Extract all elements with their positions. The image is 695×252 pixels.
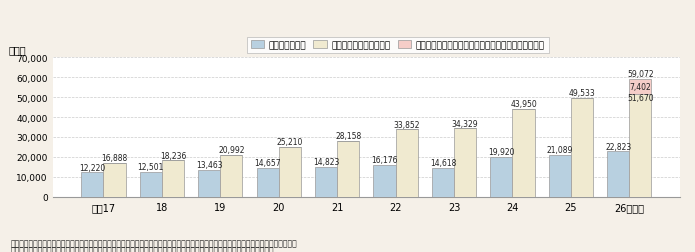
Text: 59,072: 59,072 bbox=[627, 70, 654, 79]
Bar bbox=[607, 152, 629, 197]
Text: 34,329: 34,329 bbox=[452, 119, 478, 128]
Bar bbox=[337, 141, 359, 197]
Text: （件）: （件） bbox=[9, 45, 26, 55]
Bar bbox=[198, 170, 220, 197]
Legend: ストーカー事案, 配偶者からの暴力事案等, うち生活の本拠を共にする交際をする関係に係るもの: ストーカー事案, 配偶者からの暴力事案等, うち生活の本拠を共にする交際をする関… bbox=[247, 38, 548, 54]
Text: 51,670: 51,670 bbox=[627, 94, 654, 103]
Bar bbox=[220, 155, 243, 197]
Bar bbox=[315, 168, 337, 197]
Bar bbox=[395, 130, 418, 197]
Text: 22,823: 22,823 bbox=[605, 142, 631, 151]
Bar bbox=[140, 172, 162, 197]
Bar bbox=[629, 80, 651, 94]
Text: 28,158: 28,158 bbox=[335, 131, 361, 140]
Text: 14,657: 14,657 bbox=[254, 158, 281, 167]
Text: 13,463: 13,463 bbox=[196, 161, 222, 170]
Text: 14,618: 14,618 bbox=[430, 158, 456, 167]
Text: 49,533: 49,533 bbox=[569, 89, 596, 98]
Text: 12,501: 12,501 bbox=[138, 163, 164, 171]
Bar bbox=[629, 94, 651, 197]
Bar bbox=[548, 155, 571, 197]
Text: 18,236: 18,236 bbox=[160, 151, 186, 160]
Text: 注：ストーカー事案には、執拗なつきまといや無言電話等のうち、ストーカー規制法やその他の刑罰法令に抵触しないものも含む。配偶者: 注：ストーカー事案には、執拗なつきまといや無言電話等のうち、ストーカー規制法やそ… bbox=[10, 238, 297, 247]
Text: 16,888: 16,888 bbox=[101, 154, 128, 163]
Bar bbox=[104, 164, 126, 197]
Bar bbox=[373, 165, 395, 197]
Bar bbox=[162, 161, 184, 197]
Text: 33,852: 33,852 bbox=[393, 120, 420, 129]
Text: からの暴力事案等は、配偶者からの身体に対する暴力又は生命等に対する脅迫を受けた被害者の相談等を受理した件数を指す。: からの暴力事案等は、配偶者からの身体に対する暴力又は生命等に対する脅迫を受けた被… bbox=[10, 245, 274, 252]
Text: 19,920: 19,920 bbox=[488, 148, 514, 157]
Text: 20,992: 20,992 bbox=[218, 146, 245, 154]
Bar bbox=[256, 168, 279, 197]
Text: 12,220: 12,220 bbox=[79, 163, 106, 172]
Text: 7,402: 7,402 bbox=[630, 83, 651, 91]
Bar bbox=[512, 110, 534, 197]
Bar bbox=[490, 158, 512, 197]
Bar bbox=[454, 129, 476, 197]
Text: 25,210: 25,210 bbox=[277, 137, 303, 146]
Bar bbox=[81, 173, 104, 197]
Text: 21,089: 21,089 bbox=[546, 145, 573, 154]
Text: 16,176: 16,176 bbox=[371, 155, 398, 164]
Bar bbox=[571, 99, 593, 197]
Bar bbox=[279, 147, 301, 197]
Bar bbox=[432, 168, 454, 197]
Text: 14,823: 14,823 bbox=[313, 158, 339, 167]
Text: 43,950: 43,950 bbox=[510, 100, 537, 109]
